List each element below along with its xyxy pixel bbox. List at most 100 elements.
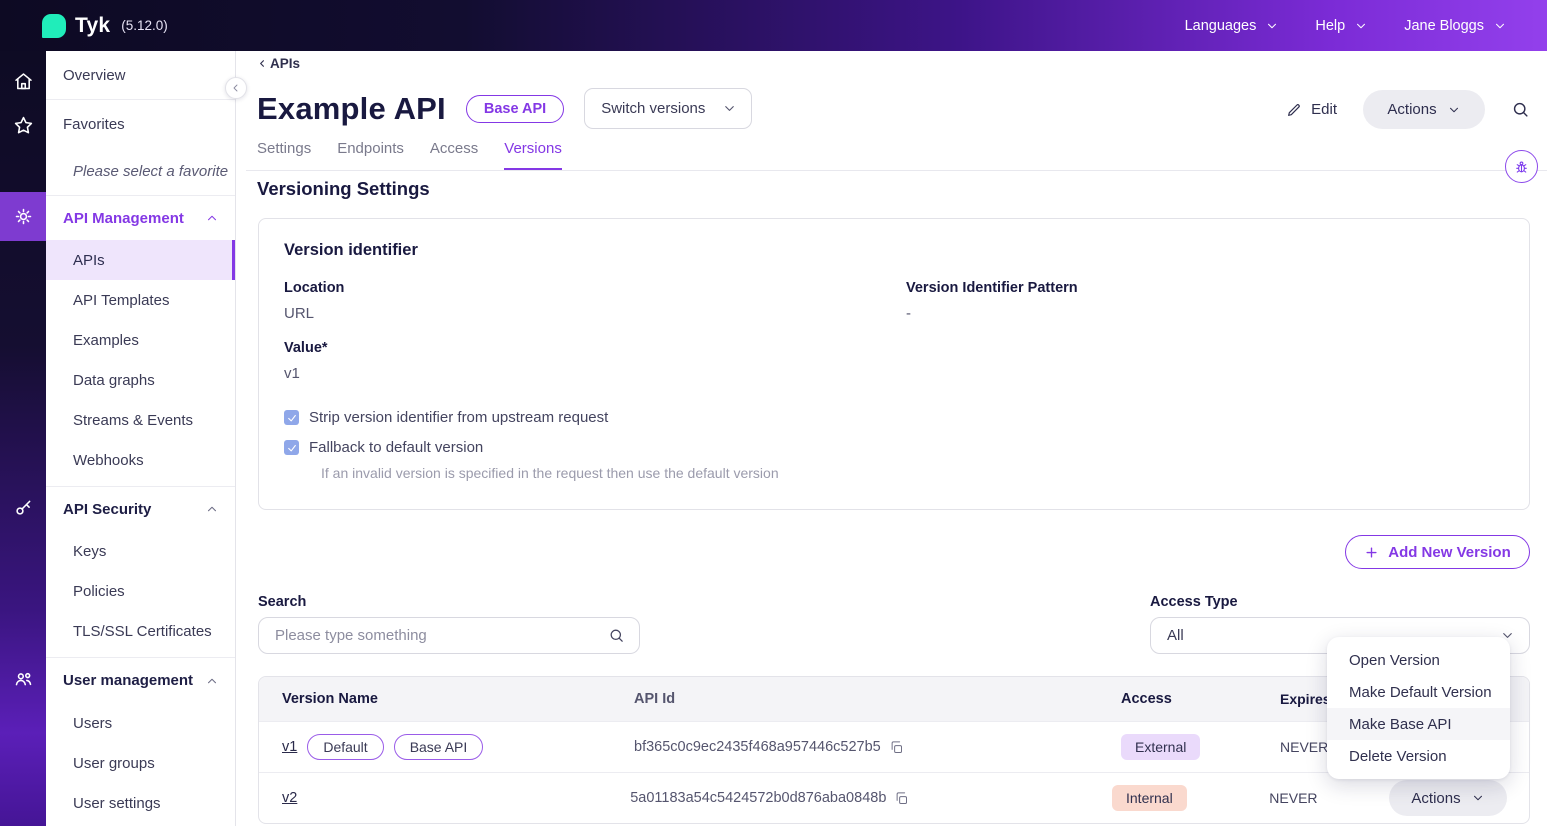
- sidebar-group-label: User management: [63, 672, 194, 689]
- version-link[interactable]: v1: [282, 739, 298, 755]
- home-rail-button[interactable]: [0, 59, 46, 103]
- sidebar-group-api-security[interactable]: API Security: [46, 486, 235, 531]
- tab-endpoints[interactable]: Endpoints: [337, 140, 404, 157]
- tab-access[interactable]: Access: [429, 140, 479, 157]
- location-value: URL: [284, 305, 315, 322]
- user-management-rail-button[interactable]: [0, 656, 46, 700]
- col-access: Access: [1121, 691, 1172, 707]
- version-identifier-pattern-value: -: [906, 305, 911, 322]
- api-management-rail-button[interactable]: [0, 192, 46, 241]
- copy-button[interactable]: [894, 791, 909, 806]
- tab-versions[interactable]: Versions: [504, 140, 562, 170]
- menu-item-make-base-api[interactable]: Make Base API: [1327, 708, 1510, 740]
- access-type-label: Access Type: [1150, 594, 1238, 610]
- menu-item-delete-version[interactable]: Delete Version: [1349, 747, 1447, 765]
- col-version-name: Version Name: [282, 691, 378, 707]
- help-menu-label: Help: [1315, 17, 1346, 34]
- switch-versions-dropdown[interactable]: Switch versions: [584, 88, 753, 129]
- api-id-value: bf365c0c9ec2435f468a957446c527b5: [634, 739, 881, 755]
- debug-button[interactable]: [1505, 150, 1538, 183]
- chevron-down-icon: [1495, 23, 1505, 28]
- section-heading: Versioning Settings: [257, 178, 430, 199]
- sidebar-item-api-templates[interactable]: API Templates: [73, 291, 170, 309]
- tyk-logo-icon: [42, 13, 66, 38]
- check-icon: [287, 444, 296, 451]
- favorites-rail-button[interactable]: [0, 103, 46, 147]
- sidebar-item-data-graphs[interactable]: Data graphs: [73, 371, 155, 389]
- version-context-menu: Open Version Make Default Version Make B…: [1327, 637, 1510, 779]
- value-value: v1: [284, 365, 300, 382]
- header-actions-dropdown[interactable]: Actions: [1363, 90, 1485, 129]
- strip-version-checkbox-row: Strip version identifier from upstream r…: [284, 409, 608, 426]
- header-actions: Edit Actions: [1286, 90, 1530, 129]
- icon-rail: [0, 51, 46, 826]
- row-actions-dropdown[interactable]: Actions: [1389, 780, 1507, 816]
- chevron-down-icon: [725, 106, 734, 111]
- base-api-badge: Base API: [393, 734, 484, 760]
- sidebar-collapse-button[interactable]: [225, 77, 247, 99]
- search-icon: [610, 629, 623, 642]
- expires-value: NEVER: [1269, 790, 1318, 806]
- sidebar-item-overview[interactable]: Overview: [46, 51, 235, 100]
- copy-icon: [897, 791, 908, 804]
- api-security-rail-button[interactable]: [0, 485, 46, 529]
- sidebar-item-tls-ssl-certificates[interactable]: TLS/SSL Certificates: [73, 622, 212, 640]
- help-menu[interactable]: Help: [1315, 18, 1368, 34]
- sidebar-item-apis[interactable]: APIs: [46, 240, 235, 280]
- api-management-gear-icon: [15, 208, 31, 225]
- search-label: Search: [258, 594, 307, 610]
- chevron-down-icon: [1449, 107, 1458, 112]
- sidebar-item-streams-events[interactable]: Streams & Events: [73, 411, 194, 429]
- sidebar-item-examples[interactable]: Examples: [73, 331, 139, 349]
- menu-item-make-default-version[interactable]: Make Default Version: [1349, 683, 1492, 701]
- sidebar-group-label: API Management: [63, 209, 184, 227]
- api-id-value: 5a01183a54c5424572b0d876aba0848b: [630, 790, 887, 806]
- chevron-up-icon: [207, 678, 217, 683]
- sidebar: Overview Favorites Please select a favor…: [46, 51, 236, 826]
- row-actions-label: Actions: [1411, 789, 1461, 807]
- version-identifier-pattern-label: Version Identifier Pattern: [906, 280, 1078, 296]
- location-label: Location: [284, 280, 345, 296]
- expires-value: NEVER: [1280, 739, 1329, 755]
- fallback-help-text: If an invalid version is specified in th…: [321, 465, 779, 481]
- sidebar-item-user-settings[interactable]: User settings: [73, 794, 161, 812]
- tab-bar: Settings Endpoints Access Versions: [246, 140, 1547, 171]
- tab-settings[interactable]: Settings: [257, 140, 312, 157]
- user-menu-label: Jane Bloggs: [1404, 17, 1484, 34]
- pencil-icon: [1288, 103, 1300, 116]
- col-expires: Expires: [1280, 691, 1331, 707]
- chevron-left-icon: [260, 60, 265, 67]
- table-row-v1: v1 Default Base API bf365c0c9ec2435f468a…: [259, 721, 1529, 772]
- menu-item-open-version[interactable]: Open Version: [1349, 651, 1440, 669]
- add-new-version-label: Add New Version: [1388, 543, 1511, 561]
- default-badge: Default: [307, 734, 384, 760]
- add-new-version-button[interactable]: Add New Version: [1345, 535, 1530, 569]
- switch-versions-label: Switch versions: [601, 100, 706, 117]
- sidebar-group-api-management[interactable]: API Management: [46, 195, 235, 240]
- chevron-left-icon: [233, 84, 238, 92]
- version-link[interactable]: v2: [282, 790, 298, 806]
- tyk-logo[interactable]: Tyk (5.12.0): [42, 13, 168, 38]
- copy-button[interactable]: [889, 740, 904, 755]
- actions-label: Actions: [1387, 101, 1437, 118]
- sidebar-item-users[interactable]: Users: [73, 714, 113, 732]
- user-menu[interactable]: Jane Bloggs: [1404, 18, 1507, 34]
- sidebar-item-favorites[interactable]: Favorites: [46, 100, 235, 148]
- languages-menu[interactable]: Languages: [1185, 18, 1280, 34]
- sidebar-item-keys[interactable]: Keys: [73, 542, 107, 560]
- version-identifier-card: Version identifier Location URL Version …: [258, 218, 1530, 510]
- search-input[interactable]: [275, 627, 608, 644]
- sidebar-item-policies[interactable]: Policies: [73, 582, 125, 600]
- header-search-button[interactable]: [1511, 100, 1530, 119]
- sidebar-item-user-groups[interactable]: User groups: [73, 754, 155, 772]
- strip-version-checkbox-label: Strip version identifier from upstream r…: [309, 409, 609, 426]
- chevron-up-icon: [207, 215, 217, 221]
- sidebar-item-webhooks[interactable]: Webhooks: [73, 451, 144, 469]
- edit-button[interactable]: Edit: [1286, 101, 1337, 118]
- fallback-checkbox[interactable]: [284, 440, 299, 455]
- sidebar-group-user-management[interactable]: User management: [46, 657, 235, 703]
- breadcrumb[interactable]: APIs: [257, 56, 300, 71]
- value-label: Value*: [284, 340, 328, 356]
- strip-version-checkbox[interactable]: [284, 410, 299, 425]
